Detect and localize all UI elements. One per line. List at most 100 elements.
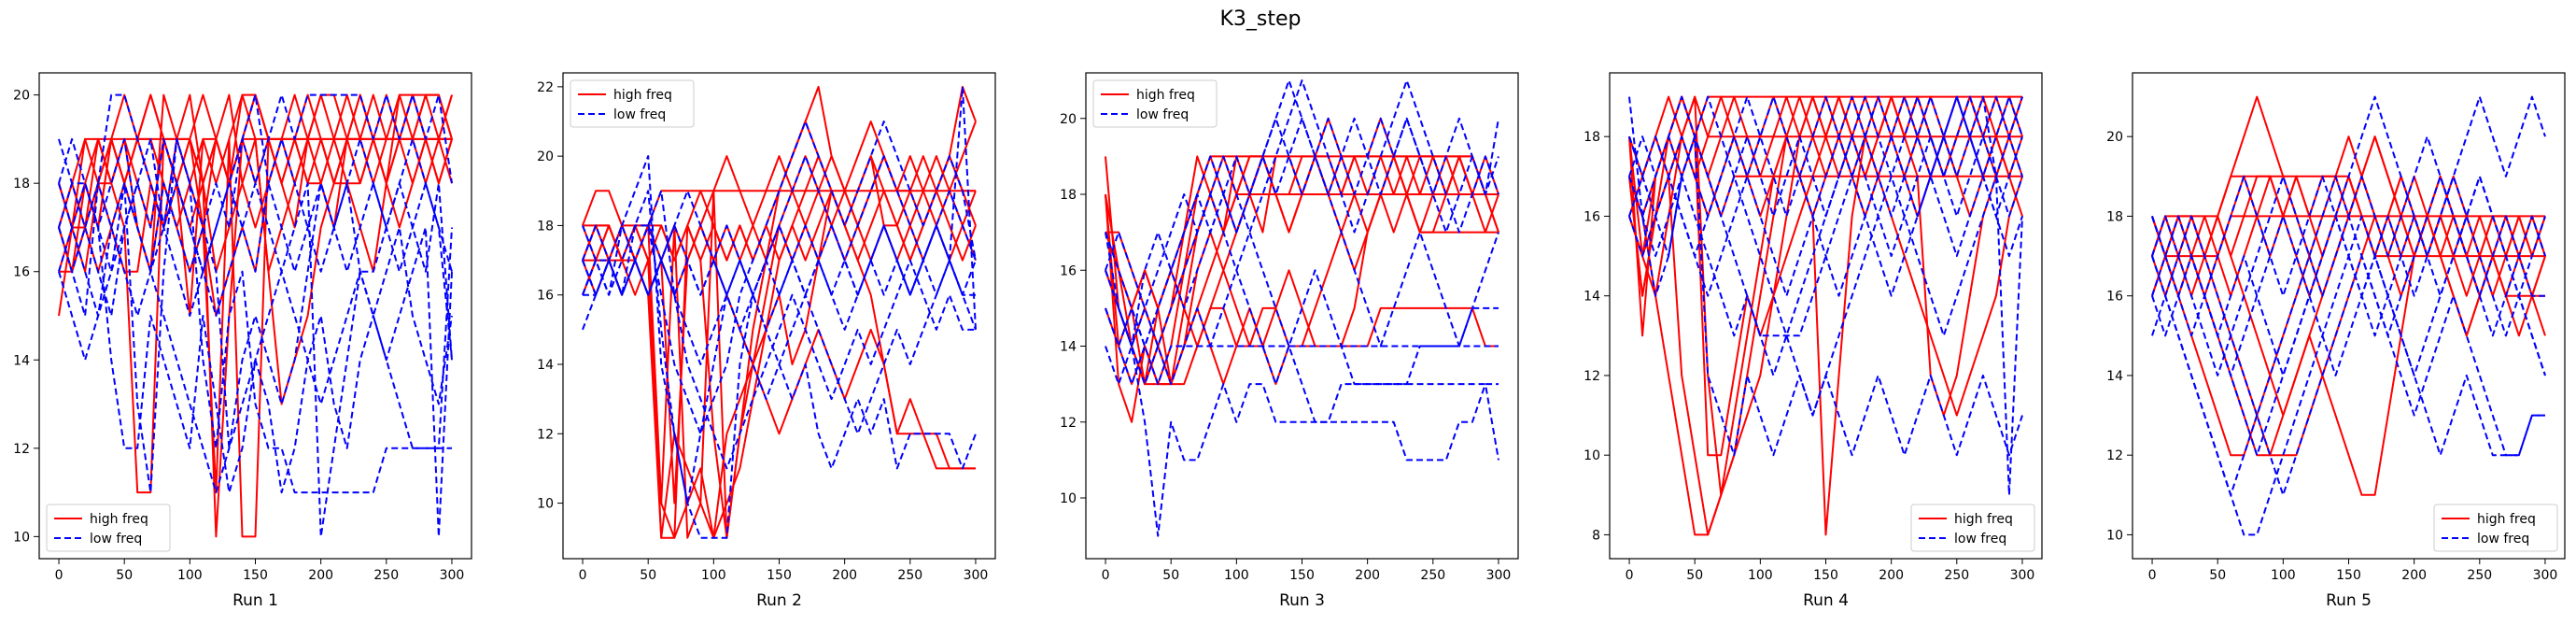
low-freq-line-15: [1105, 79, 1499, 386]
x-tick-label: 0: [2148, 568, 2157, 583]
x-tick-label: 100: [701, 568, 726, 583]
low-freq-line-18: [1628, 95, 2023, 258]
series-group: [1105, 79, 1499, 537]
x-tick-label: 100: [2271, 568, 2296, 583]
legend-box: [2433, 504, 2558, 552]
x-tick-label: 150: [1289, 568, 1315, 583]
x-tick-label: 150: [243, 568, 268, 583]
y-tick-label: 14: [1584, 290, 1600, 305]
y-tick-label: 14: [2106, 369, 2123, 384]
low-freq-line-14: [1105, 193, 1499, 386]
y-tick-label: 14: [537, 358, 554, 373]
x-tick-label: 150: [1813, 568, 1838, 583]
y-tick-label: 14: [13, 353, 30, 368]
low-freq-line-17: [1105, 231, 1499, 462]
series-group: [582, 85, 977, 539]
x-tick-label: 100: [1748, 568, 1773, 583]
y-tick-label: 18: [1060, 188, 1077, 203]
x-tick-label: 200: [1879, 568, 1904, 583]
x-axis-label: Run 2: [756, 591, 802, 610]
y-tick-label: 16: [13, 265, 30, 280]
legend: high freq low freq: [1910, 504, 2035, 552]
legend: high freq low freq: [1092, 79, 1218, 128]
y-tick-label: 8: [1592, 528, 1600, 543]
x-tick-label: 50: [1686, 568, 1703, 583]
y-tick-label: 10: [1060, 491, 1077, 506]
y-tick-label: 18: [13, 177, 30, 192]
panel-3: 0 50 100 150 200 250 300 10 12 14 16 18 20 Run 3 high …: [1060, 72, 1519, 610]
axes-frame: [562, 72, 996, 560]
x-tick-label: 0: [1626, 568, 1634, 583]
y-tick-label: 14: [1060, 340, 1077, 355]
series-group: [1628, 95, 2023, 536]
panel-2: 0 50 100 150 200 250 300 10 12 14 16 18 20 22 Run 2 hig…: [537, 72, 996, 610]
y-tick-label: 22: [537, 80, 554, 95]
high-freq-line-4: [582, 121, 977, 539]
x-tick-label: 50: [116, 568, 133, 583]
low-freq-legend-label: low freq: [90, 532, 142, 547]
low-freq-line-15: [582, 85, 977, 435]
low-freq-line-17: [1628, 135, 2023, 297]
x-axis-label: Run 1: [232, 591, 278, 610]
low-freq-line-14: [58, 93, 453, 273]
x-tick-label: 250: [1420, 568, 1445, 583]
y-tick-label: 20: [2106, 130, 2123, 145]
x-tick-label: 200: [308, 568, 333, 583]
low-freq-legend-label: low freq: [1136, 107, 1189, 122]
x-tick-label: 300: [2533, 568, 2558, 583]
panel-4: 0 50 100 150 200 250 300 8 10 12 14 16 18 Run 4 high f…: [1584, 72, 2043, 610]
low-freq-line-11: [58, 138, 452, 494]
low-freq-line-17: [2151, 175, 2545, 417]
y-tick-label: 12: [2106, 448, 2123, 463]
high-freq-legend-label: high freq: [613, 88, 672, 103]
x-tick-label: 300: [1486, 568, 1512, 583]
y-tick-label: 12: [1060, 416, 1077, 431]
high-freq-legend-label: high freq: [1136, 88, 1195, 103]
y-tick-label: 10: [2106, 528, 2123, 543]
x-tick-label: 0: [579, 568, 587, 583]
low-freq-legend-label: low freq: [613, 107, 666, 122]
low-freq-line-12: [2151, 255, 2545, 496]
high-freq-line-4: [1628, 95, 2023, 536]
high-freq-line-5: [582, 85, 977, 539]
low-freq-line-17: [582, 224, 977, 365]
x-tick-label: 150: [2336, 568, 2361, 583]
x-tick-label: 50: [2209, 568, 2226, 583]
y-tick-label: 10: [537, 497, 554, 512]
low-freq-legend-label: low freq: [2477, 532, 2529, 547]
low-freq-line-18: [58, 182, 453, 317]
x-tick-label: 200: [2401, 568, 2427, 583]
low-freq-line-13: [582, 155, 977, 539]
y-tick-label: 10: [1584, 448, 1600, 463]
low-freq-line-16: [58, 182, 453, 538]
y-tick-label: 16: [537, 289, 554, 304]
y-tick-label: 12: [1584, 369, 1600, 384]
y-tick-label: 18: [1584, 130, 1600, 145]
y-tick-label: 10: [13, 530, 30, 545]
x-tick-label: 300: [2010, 568, 2035, 583]
x-tick-label: 300: [440, 568, 465, 583]
x-axis-label: Run 3: [1279, 591, 1325, 610]
low-freq-legend-label: low freq: [1954, 532, 2006, 547]
y-tick-label: 18: [537, 219, 554, 234]
x-axis-label: Run 5: [2326, 591, 2372, 610]
high-freq-legend-label: high freq: [2477, 512, 2536, 527]
x-tick-label: 200: [832, 568, 857, 583]
x-axis-label: Run 4: [1803, 591, 1849, 610]
y-tick-label: 16: [2106, 290, 2123, 305]
low-freq-line-16: [1628, 95, 2023, 496]
x-tick-label: 0: [1102, 568, 1110, 583]
y-tick-label: 18: [2106, 209, 2123, 224]
x-tick-label: 50: [640, 568, 656, 583]
low-freq-line-18: [2151, 175, 2546, 337]
y-tick-label: 20: [537, 149, 554, 164]
series-group: [2151, 95, 2546, 536]
x-tick-label: 250: [373, 568, 399, 583]
legend: high freq low freq: [46, 504, 171, 552]
low-freq-line-14: [582, 121, 977, 435]
axes-frame: [1609, 72, 2043, 560]
y-tick-label: 16: [1060, 263, 1077, 278]
legend-box: [1092, 79, 1218, 128]
